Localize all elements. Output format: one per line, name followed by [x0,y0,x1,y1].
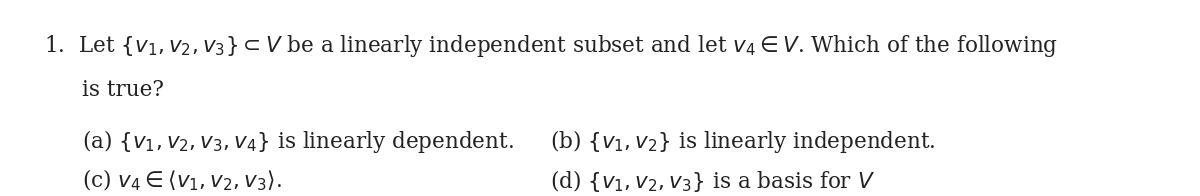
Text: is true?: is true? [82,79,164,101]
Text: (a) $\{v_1, v_2, v_3, v_4\}$ is linearly dependent.: (a) $\{v_1, v_2, v_3, v_4\}$ is linearly… [82,128,514,155]
Text: (c) $v_4 \in \langle v_1, v_2, v_3 \rangle$.: (c) $v_4 \in \langle v_1, v_2, v_3 \rang… [82,168,282,193]
Text: 1.  Let $\{v_1, v_2, v_3\} \subset V$ be a linearly independent subset and let $: 1. Let $\{v_1, v_2, v_3\} \subset V$ be … [44,33,1058,59]
Text: (d) $\{v_1, v_2, v_3\}$ is a basis for $V$: (d) $\{v_1, v_2, v_3\}$ is a basis for $… [550,168,875,194]
Text: (b) $\{v_1, v_2\}$ is linearly independent.: (b) $\{v_1, v_2\}$ is linearly independe… [550,128,936,155]
